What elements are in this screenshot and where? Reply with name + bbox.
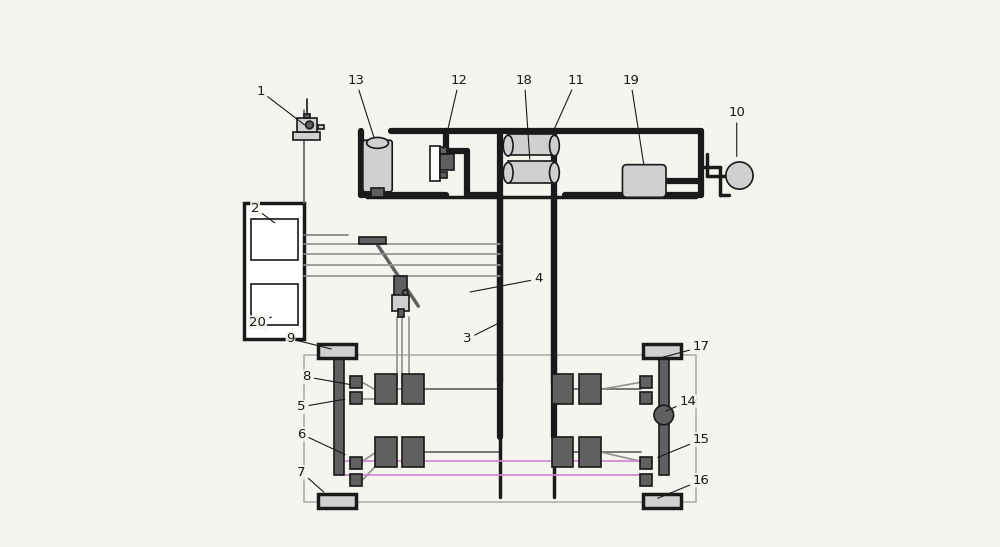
Bar: [244, 203, 304, 339]
Text: 5: 5: [297, 399, 345, 414]
Text: 1: 1: [256, 85, 305, 125]
Bar: [375, 374, 397, 404]
Text: 16: 16: [658, 474, 710, 498]
Bar: [640, 457, 652, 469]
Bar: [304, 355, 696, 502]
Circle shape: [306, 121, 313, 129]
Ellipse shape: [550, 135, 559, 156]
Text: 12: 12: [443, 74, 468, 148]
FancyBboxPatch shape: [622, 165, 666, 197]
Ellipse shape: [503, 135, 513, 156]
Text: 7: 7: [297, 465, 324, 492]
Bar: [402, 374, 424, 404]
Text: 9: 9: [286, 333, 331, 349]
Bar: [640, 392, 652, 404]
Text: 13: 13: [347, 74, 374, 137]
Bar: [297, 118, 317, 132]
Text: 17: 17: [663, 340, 710, 357]
Bar: [318, 125, 324, 129]
Bar: [350, 392, 362, 404]
Bar: [508, 161, 554, 183]
Bar: [334, 350, 344, 475]
Text: 20: 20: [249, 316, 271, 329]
Bar: [392, 295, 409, 311]
Text: 3: 3: [463, 324, 498, 345]
Bar: [293, 132, 320, 140]
Bar: [552, 374, 573, 404]
Ellipse shape: [503, 162, 513, 183]
Bar: [552, 437, 573, 467]
Bar: [398, 309, 404, 317]
Bar: [359, 237, 386, 243]
Bar: [508, 133, 554, 155]
Circle shape: [403, 290, 408, 295]
Bar: [251, 219, 298, 260]
Bar: [402, 437, 424, 467]
Ellipse shape: [550, 162, 559, 183]
Text: 11: 11: [553, 74, 585, 132]
Bar: [643, 494, 681, 508]
Bar: [440, 147, 447, 154]
Bar: [579, 437, 601, 467]
Bar: [394, 276, 407, 298]
Circle shape: [726, 162, 753, 189]
Bar: [643, 344, 681, 358]
Bar: [318, 344, 356, 358]
Circle shape: [654, 405, 674, 425]
Bar: [430, 146, 440, 181]
Text: 4: 4: [470, 272, 542, 292]
Bar: [318, 494, 356, 508]
Text: 18: 18: [516, 74, 533, 159]
Bar: [371, 188, 384, 197]
Bar: [640, 376, 652, 388]
Text: 6: 6: [297, 428, 345, 455]
Bar: [350, 474, 362, 486]
Text: 10: 10: [728, 107, 745, 156]
Text: 15: 15: [658, 433, 710, 457]
Bar: [659, 350, 669, 475]
Bar: [251, 284, 298, 325]
Text: 19: 19: [622, 74, 644, 165]
Ellipse shape: [367, 137, 388, 148]
Bar: [440, 154, 454, 170]
Bar: [304, 114, 310, 118]
Bar: [350, 457, 362, 469]
FancyBboxPatch shape: [363, 140, 392, 192]
Text: 8: 8: [303, 370, 350, 385]
Text: 2: 2: [251, 202, 275, 223]
Text: 14: 14: [666, 395, 696, 411]
Bar: [640, 474, 652, 486]
Bar: [375, 437, 397, 467]
Bar: [350, 376, 362, 388]
Bar: [440, 172, 447, 178]
Bar: [579, 374, 601, 404]
